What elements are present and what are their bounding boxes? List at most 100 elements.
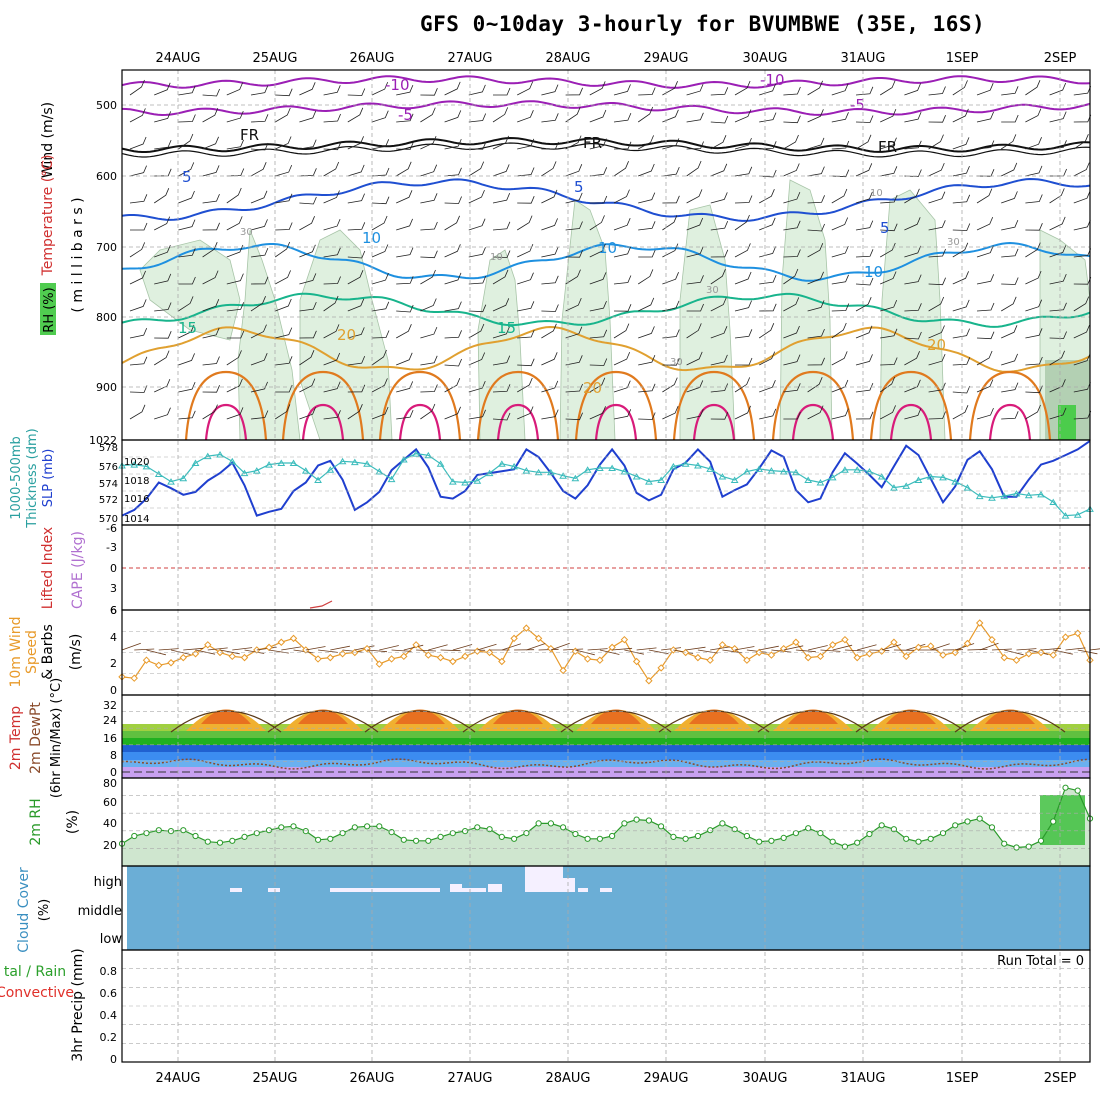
temp-contour-30 (398, 403, 442, 441)
wind-barb (492, 135, 509, 150)
ytick-cape: -3 (106, 541, 117, 554)
wind-barb-10m (771, 649, 792, 653)
rh2m-point (192, 832, 199, 840)
li-axis-title: Lifted Index (40, 527, 56, 609)
wind-barb (226, 168, 245, 177)
wind-barb-10m (832, 644, 853, 651)
wind-barb (952, 357, 971, 366)
wind-barb (517, 272, 534, 285)
wind-barb (976, 245, 994, 258)
wind-barb (347, 222, 366, 231)
date-label-top: 29AUG (643, 51, 688, 66)
wind-barb (420, 221, 438, 231)
wind-barb (589, 300, 607, 312)
wind-barb (250, 410, 269, 420)
temp-line (855, 710, 967, 733)
wind-barb (613, 304, 632, 312)
thickness-point (595, 464, 604, 472)
wind-barb (250, 190, 268, 204)
wind-barb (396, 409, 414, 420)
wind-barb (299, 301, 317, 312)
date-label-bottom: 30AUG (742, 1071, 787, 1086)
wind-barb (154, 168, 172, 177)
ytick-pressure: 500 (96, 99, 117, 112)
wind-barb (492, 412, 511, 421)
contour-label: 20 (927, 336, 946, 354)
wind-barb (541, 113, 559, 123)
wind-barb (589, 272, 607, 285)
temp2m-axis-title-a: 2m Temp (8, 706, 24, 770)
rh-axis-title: RH (%) (42, 287, 57, 332)
wind-barb (517, 243, 534, 258)
wind-barb-10m (783, 645, 804, 651)
wind-barb (396, 218, 413, 231)
wind-barb (444, 81, 461, 96)
wind-barb (129, 194, 148, 204)
wind-barb (396, 190, 413, 204)
wind-barb (759, 274, 777, 285)
rh2m-point (1050, 818, 1057, 825)
wind-barb (565, 87, 583, 96)
temp-contour-25 (281, 370, 365, 441)
wind-barb (492, 298, 510, 312)
wind-barb (468, 113, 487, 123)
ytick-thickness: 578 (99, 443, 118, 454)
rh2m-point (131, 832, 138, 840)
rh2m-point (413, 837, 420, 844)
wind-barb (807, 357, 825, 366)
wind-barb (226, 350, 242, 366)
wind-barb-10m (501, 643, 522, 651)
wind-barb (1049, 168, 1067, 177)
wind-barb (492, 326, 510, 339)
wind-barb (347, 327, 365, 339)
wind-speed-point (191, 650, 200, 658)
wind-barb (129, 356, 148, 366)
wind-barb (783, 297, 800, 312)
wind-barb (1025, 270, 1042, 285)
wind-barb (1025, 404, 1041, 420)
wind-barb (831, 408, 849, 420)
wind-barb (613, 189, 630, 204)
wind-barb (759, 246, 777, 258)
rh2m-point (903, 835, 910, 842)
wind-barb (952, 80, 968, 96)
contour-label: 15 (497, 319, 516, 337)
thickness-point (681, 460, 690, 467)
wind-barb (178, 324, 195, 339)
wind-barb (153, 350, 170, 366)
wind-speed-point (963, 639, 972, 648)
wind-barb (613, 84, 631, 96)
wind-barb (1049, 140, 1067, 150)
wind-barb (855, 163, 873, 177)
wind-barb (347, 404, 363, 420)
cloud-level-label: high (94, 875, 122, 890)
thickness-point (350, 458, 359, 466)
temp-contour-20 (121, 325, 1091, 373)
rh2m-high-band (1040, 795, 1085, 845)
wind-barb (565, 164, 583, 177)
wind-barb (420, 135, 437, 150)
wind-barb (565, 412, 583, 421)
rh2m-point (560, 824, 567, 831)
wind-barb (662, 377, 678, 393)
wind-barb-10m (183, 647, 204, 651)
thickness-point (412, 450, 420, 457)
wind-barb (783, 383, 801, 393)
rh2m-point (498, 833, 505, 841)
wind-barb (638, 354, 656, 366)
wind-barb (130, 222, 148, 231)
wind-barb (1049, 379, 1066, 393)
wind-barb-10m (195, 649, 216, 655)
thickness-point (252, 467, 261, 474)
wind-barb (904, 140, 922, 150)
wind-barb (444, 138, 462, 150)
wind-barb (202, 356, 220, 366)
date-label-bottom: 26AUG (349, 1071, 394, 1086)
wind-barb (371, 244, 389, 258)
wind-barb (396, 276, 414, 285)
wind-barb (371, 272, 389, 285)
wind-barb (275, 136, 292, 150)
wind-barb (493, 87, 511, 96)
temp-contour-25 (476, 370, 560, 441)
wind-barb-10m (146, 649, 166, 656)
